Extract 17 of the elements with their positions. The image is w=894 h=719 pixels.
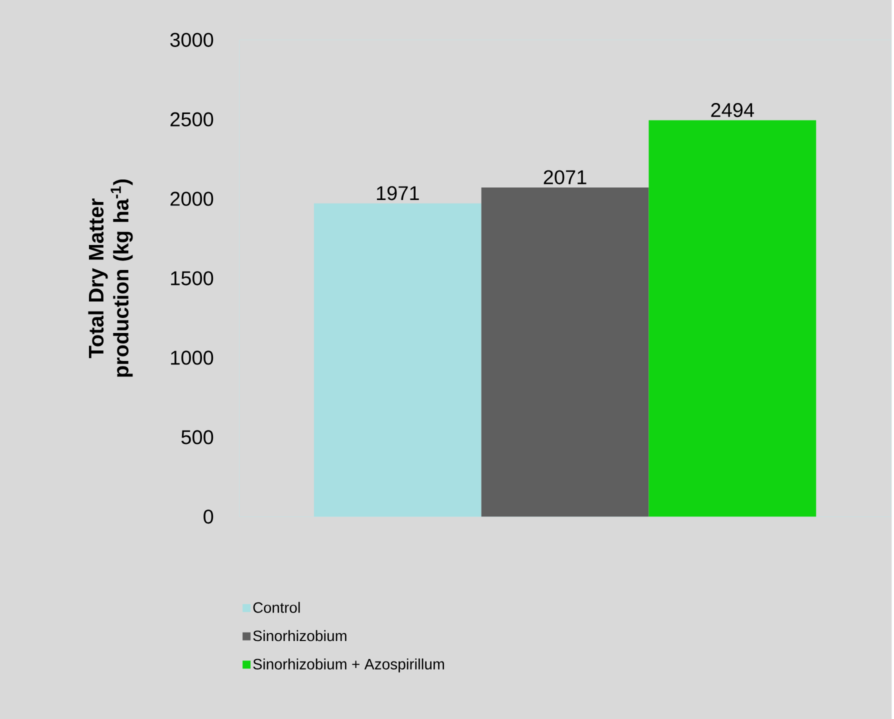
data-label: 2071	[544, 170, 586, 184]
y-tick-label: 500	[181, 430, 214, 444]
bar	[481, 187, 649, 517]
y-tick-label: 2500	[170, 112, 214, 126]
legend-label: Sinorhizobium + Azospirillum	[253, 658, 444, 672]
legend-label: Sinorhizobium	[253, 630, 346, 642]
y-tick-label: 1500	[171, 271, 214, 286]
legend-label: Control	[253, 602, 300, 613]
y-axis-title: Total Dry Matter production (kg ha$^{-1}$)	[88, 179, 133, 377]
y-tick-label: 1000	[171, 350, 214, 365]
data-label: 2494	[711, 102, 754, 118]
y-tick-label: 3000	[170, 32, 214, 47]
y-tick-label: 2000	[170, 192, 214, 206]
y-tick-label: 0	[204, 510, 214, 524]
bar	[648, 120, 816, 517]
bar	[314, 203, 482, 517]
data-label: 1971	[376, 186, 419, 200]
